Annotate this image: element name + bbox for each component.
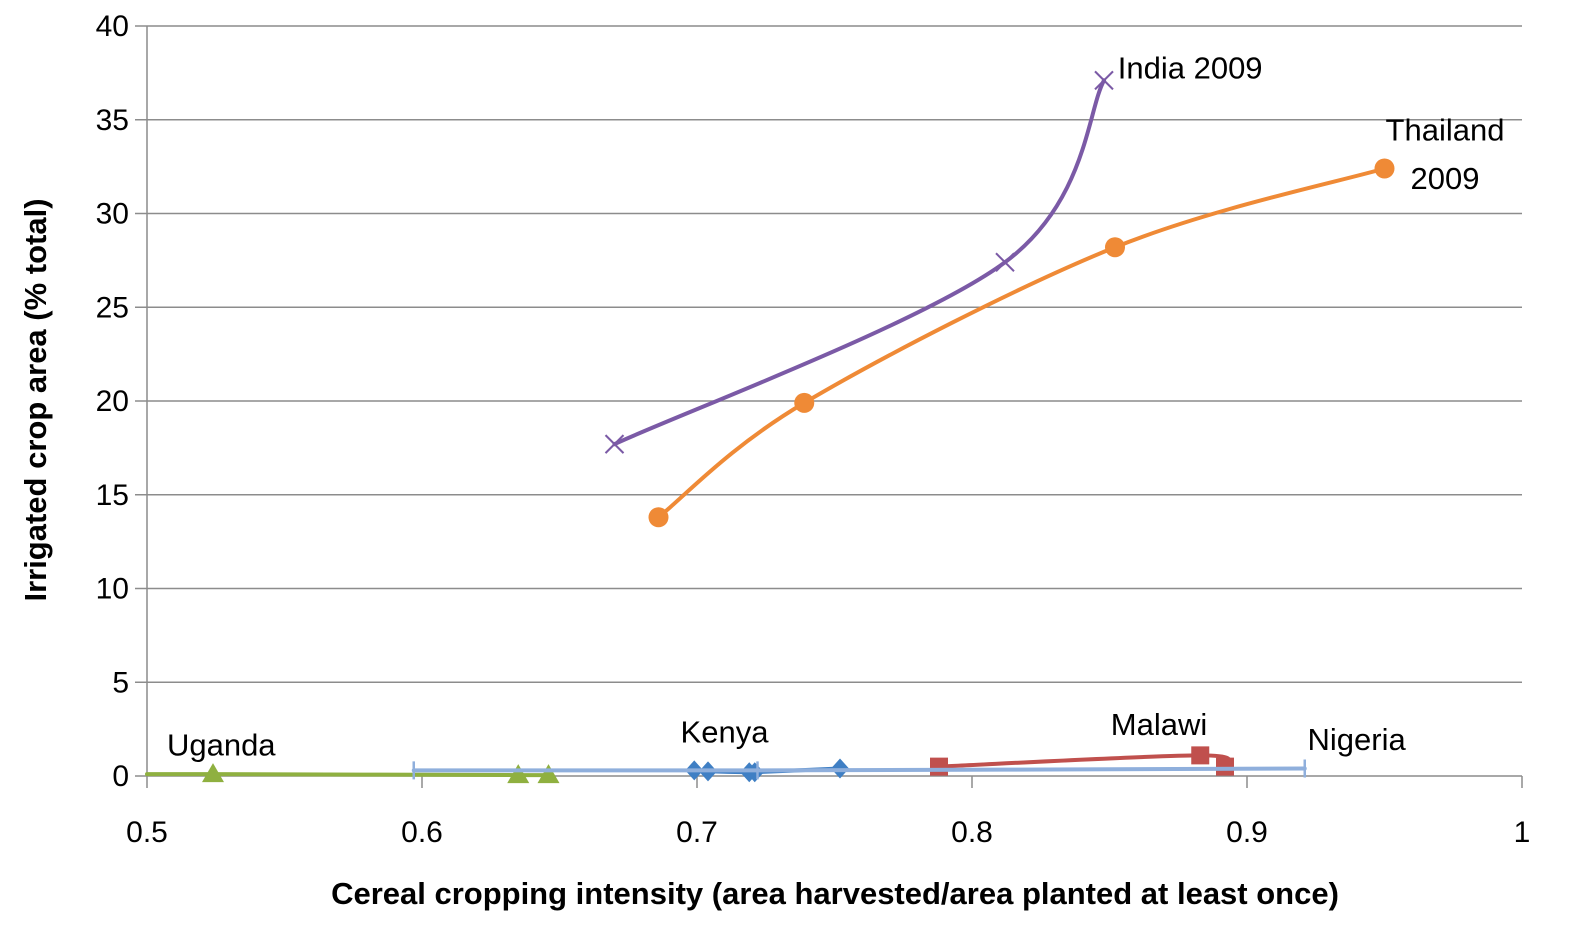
series-uganda bbox=[145, 763, 560, 784]
data-point bbox=[648, 507, 669, 528]
series-india-2009 bbox=[604, 70, 1114, 454]
series-nigeria bbox=[411, 759, 1307, 780]
y-tick-label: 5 bbox=[112, 666, 129, 699]
y-axis-title: Irrigated crop area (% total) bbox=[18, 198, 53, 601]
y-tick-label: 10 bbox=[96, 573, 129, 606]
series-line bbox=[656, 166, 1387, 520]
annotation-label: Uganda bbox=[167, 727, 276, 762]
y-tick-label: 15 bbox=[96, 479, 129, 512]
data-point-stroke-b bbox=[604, 434, 625, 454]
y-tick-label: 40 bbox=[96, 10, 129, 43]
series-line bbox=[411, 766, 1307, 773]
data-point bbox=[604, 434, 625, 454]
series-malawi bbox=[930, 746, 1234, 776]
y-tick-label: 25 bbox=[96, 291, 129, 324]
data-point bbox=[1105, 237, 1125, 258]
data-point bbox=[995, 252, 1015, 272]
data-point bbox=[202, 763, 224, 783]
annotation-label: Malawi bbox=[1111, 707, 1207, 742]
data-point-stroke-b bbox=[995, 252, 1015, 272]
tick-layer: 0 5 10 15 20 25 30 35 40 0.5 0.6 0.7 0.8 0.9 1 bbox=[96, 10, 1531, 849]
annotation-label: 2009 bbox=[1411, 161, 1480, 196]
data-point bbox=[1094, 70, 1114, 91]
x-tick-label: 0.9 bbox=[1226, 816, 1268, 849]
annotation-layer: India 2009 Thailand 2009 Uganda Kenya Malawi N… bbox=[167, 51, 1505, 763]
x-tick-label: 0.6 bbox=[401, 816, 443, 849]
data-point bbox=[507, 764, 530, 784]
series-line bbox=[612, 78, 1106, 447]
grid-layer bbox=[135, 25, 1523, 788]
y-tick-label: 20 bbox=[96, 385, 129, 418]
data-point bbox=[1374, 158, 1395, 179]
x-axis-title: Cereal cropping intensity (area harveste… bbox=[331, 876, 1339, 911]
data-point-stroke-b bbox=[1094, 70, 1114, 91]
series-layer bbox=[145, 70, 1395, 784]
data-point bbox=[1216, 757, 1234, 776]
annotation-label: Kenya bbox=[681, 714, 770, 749]
x-tick-label: 0.8 bbox=[951, 816, 993, 849]
series-line bbox=[937, 753, 1231, 769]
y-tick-label: 0 bbox=[112, 760, 129, 793]
annotation-label: Thailand bbox=[1386, 112, 1505, 147]
x-tick-label: 0.7 bbox=[676, 816, 718, 849]
data-point bbox=[930, 757, 948, 776]
data-point bbox=[794, 392, 815, 413]
x-tick-label: 1 bbox=[1514, 816, 1531, 849]
y-tick-label: 35 bbox=[96, 104, 129, 137]
y-tick-label: 30 bbox=[96, 198, 129, 231]
data-point bbox=[537, 764, 560, 784]
series-thailand-2009 bbox=[648, 158, 1395, 528]
x-tick-label: 0.5 bbox=[126, 816, 168, 849]
annotation-label: Nigeria bbox=[1308, 722, 1407, 757]
annotation-label: India 2009 bbox=[1118, 51, 1263, 86]
data-point bbox=[1191, 746, 1210, 765]
